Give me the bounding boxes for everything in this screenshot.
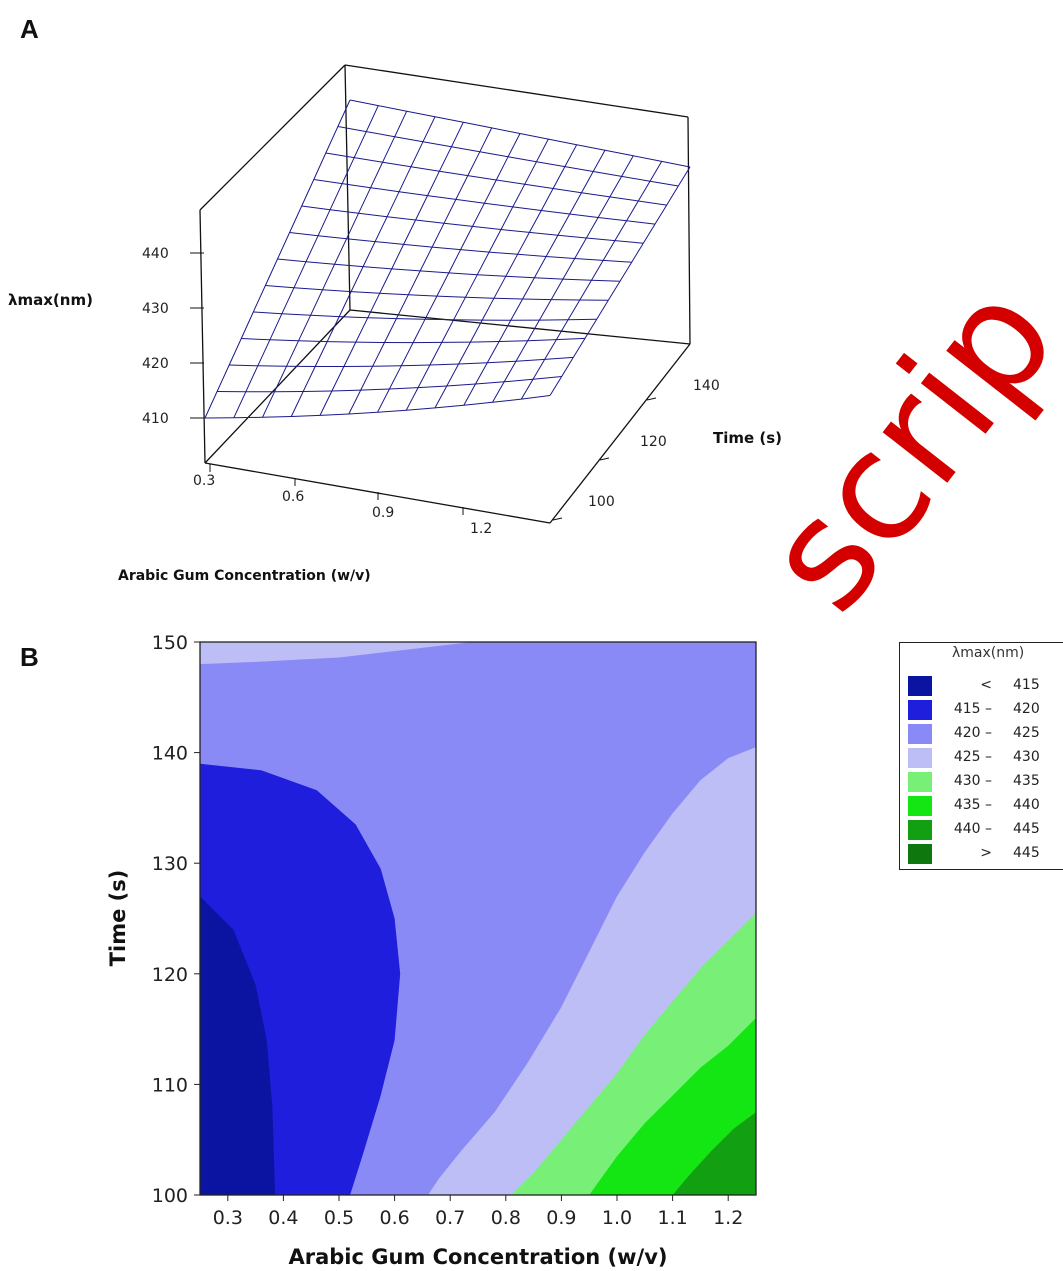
x-tick-label: 0.4: [268, 1207, 298, 1229]
legend-high: 425: [1013, 725, 1040, 741]
y-axis-ticks: [552, 397, 657, 521]
legend-item: 425 – 430: [908, 747, 1063, 769]
x-tick-label: 1.2: [470, 521, 492, 537]
y-tick-label: 130: [152, 853, 188, 875]
surface-grid-line: [405, 138, 549, 411]
legend-high: 415: [1013, 677, 1040, 693]
legend-low: 425 –: [953, 749, 992, 765]
x-tick-label: 0.8: [491, 1207, 521, 1229]
surface-mesh: [204, 99, 691, 419]
legend-swatch: [908, 748, 932, 768]
legend-swatch: [908, 700, 932, 720]
y-axis-title: Time (s): [106, 870, 130, 967]
legend-high: 445: [1013, 821, 1040, 837]
x-tick-label: 0.5: [324, 1207, 354, 1229]
legend-swatch: [908, 724, 932, 744]
legend-item: 440 – 445: [908, 819, 1063, 841]
legend-low: 415 –: [953, 701, 992, 717]
surface-grid-line: [349, 99, 691, 168]
x-tick-label: 0.6: [379, 1207, 409, 1229]
legend-swatch: [908, 676, 932, 696]
legend-low: 440 –: [953, 821, 992, 837]
legend-swatch: [908, 796, 932, 816]
surface-grid-line: [265, 285, 609, 301]
surface-grid-line: [313, 179, 656, 225]
surface-box-frame: [199, 64, 691, 524]
x-tick-label: 1.1: [657, 1207, 687, 1229]
z-axis-ticks: [190, 252, 204, 419]
z-tick-label: 420: [142, 356, 169, 372]
x-tick-label: 0.3: [193, 473, 215, 489]
legend-high: 440: [1013, 797, 1040, 813]
z-tick-label: 410: [142, 411, 169, 427]
y-tick-label: 120: [152, 964, 188, 986]
legend-low: <: [980, 677, 992, 693]
x-tick-label: 1.2: [713, 1207, 743, 1229]
legend-low: 420 –: [953, 725, 992, 741]
legend-high: 445: [1013, 845, 1040, 861]
surface-grid-line: [337, 126, 679, 187]
contour-region: [200, 896, 276, 1195]
y-tick-label: 140: [152, 743, 188, 765]
panel-a-label: A: [20, 14, 39, 44]
surface-grid-line: [277, 258, 621, 282]
panel-b-label: B: [20, 642, 39, 672]
x-axis-title: Arabic Gum Concentration (w/v): [118, 568, 371, 584]
surface-grid-line: [492, 155, 634, 403]
contour-regions: [200, 642, 756, 1195]
z-tick-label: 430: [142, 301, 169, 317]
contour-legend: λmax(nm) < 415 415 – 420 420 – 425 425 –…: [899, 642, 1063, 870]
x-axis-title: Arabic Gum Concentration (w/v): [288, 1245, 667, 1269]
legend-swatch: [908, 820, 932, 840]
contour-region: [200, 642, 473, 665]
legend-item: < 415: [908, 675, 1063, 697]
legend-item: 435 – 440: [908, 795, 1063, 817]
surface-grid-line: [325, 152, 667, 206]
y-tick-label: 100: [588, 494, 615, 510]
legend-high: 435: [1013, 773, 1040, 789]
y-tick-label: 100: [152, 1185, 188, 1207]
surface-grid-line: [204, 395, 551, 419]
y-tick-label: 120: [640, 434, 667, 450]
x-axis-ticks: [209, 464, 464, 515]
legend-high: 420: [1013, 701, 1040, 717]
plot-frame: [199, 641, 757, 1196]
surface-grid-line: [520, 161, 663, 400]
legend-item: 415 – 420: [908, 699, 1063, 721]
legend-item: 420 – 425: [908, 723, 1063, 745]
y-tick-label: 110: [152, 1074, 188, 1096]
legend-title: λmax(nm): [952, 645, 1025, 661]
legend-high: 430: [1013, 749, 1040, 765]
x-tick-label: 0.9: [546, 1207, 576, 1229]
contour-plot: 0.3 0.4 0.5 0.6 0.7 0.8 0.9 1.0 1.1 1.2 100 110 120 1…: [106, 632, 757, 1269]
legend-swatch: [908, 772, 932, 792]
surface-grid-line: [434, 144, 578, 409]
surface-plot: 440 430 420 410 λmax(nm) 0.3 0.6 0.9 1.2…: [8, 64, 782, 584]
legend-swatch: [908, 844, 932, 864]
legend-item: 430 – 435: [908, 771, 1063, 793]
z-tick-label: 440: [142, 246, 169, 262]
contour-region: [672, 1112, 756, 1195]
x-tick-label: 0.3: [213, 1207, 243, 1229]
x-tick-label: 0.6: [282, 489, 304, 505]
x-tick-label: 1.0: [602, 1207, 632, 1229]
contour-axis-ticks: 0.3 0.4 0.5 0.6 0.7 0.8 0.9 1.0 1.1 1.2 100 110 120 1…: [152, 632, 744, 1229]
y-tick-label: 150: [152, 632, 188, 654]
legend-item: > 445: [908, 843, 1063, 865]
surface-grid-line: [463, 150, 606, 406]
y-tick-label: 140: [693, 378, 720, 394]
x-tick-label: 0.9: [372, 505, 394, 521]
surface-grid-line: [549, 166, 691, 396]
legend-low: 430 –: [953, 773, 992, 789]
legend-low: 435 –: [953, 797, 992, 813]
z-axis-title: λmax(nm): [8, 291, 93, 309]
legend-low: >: [980, 845, 992, 861]
x-tick-label: 0.7: [435, 1207, 465, 1229]
y-axis-title: Time (s): [713, 429, 782, 447]
